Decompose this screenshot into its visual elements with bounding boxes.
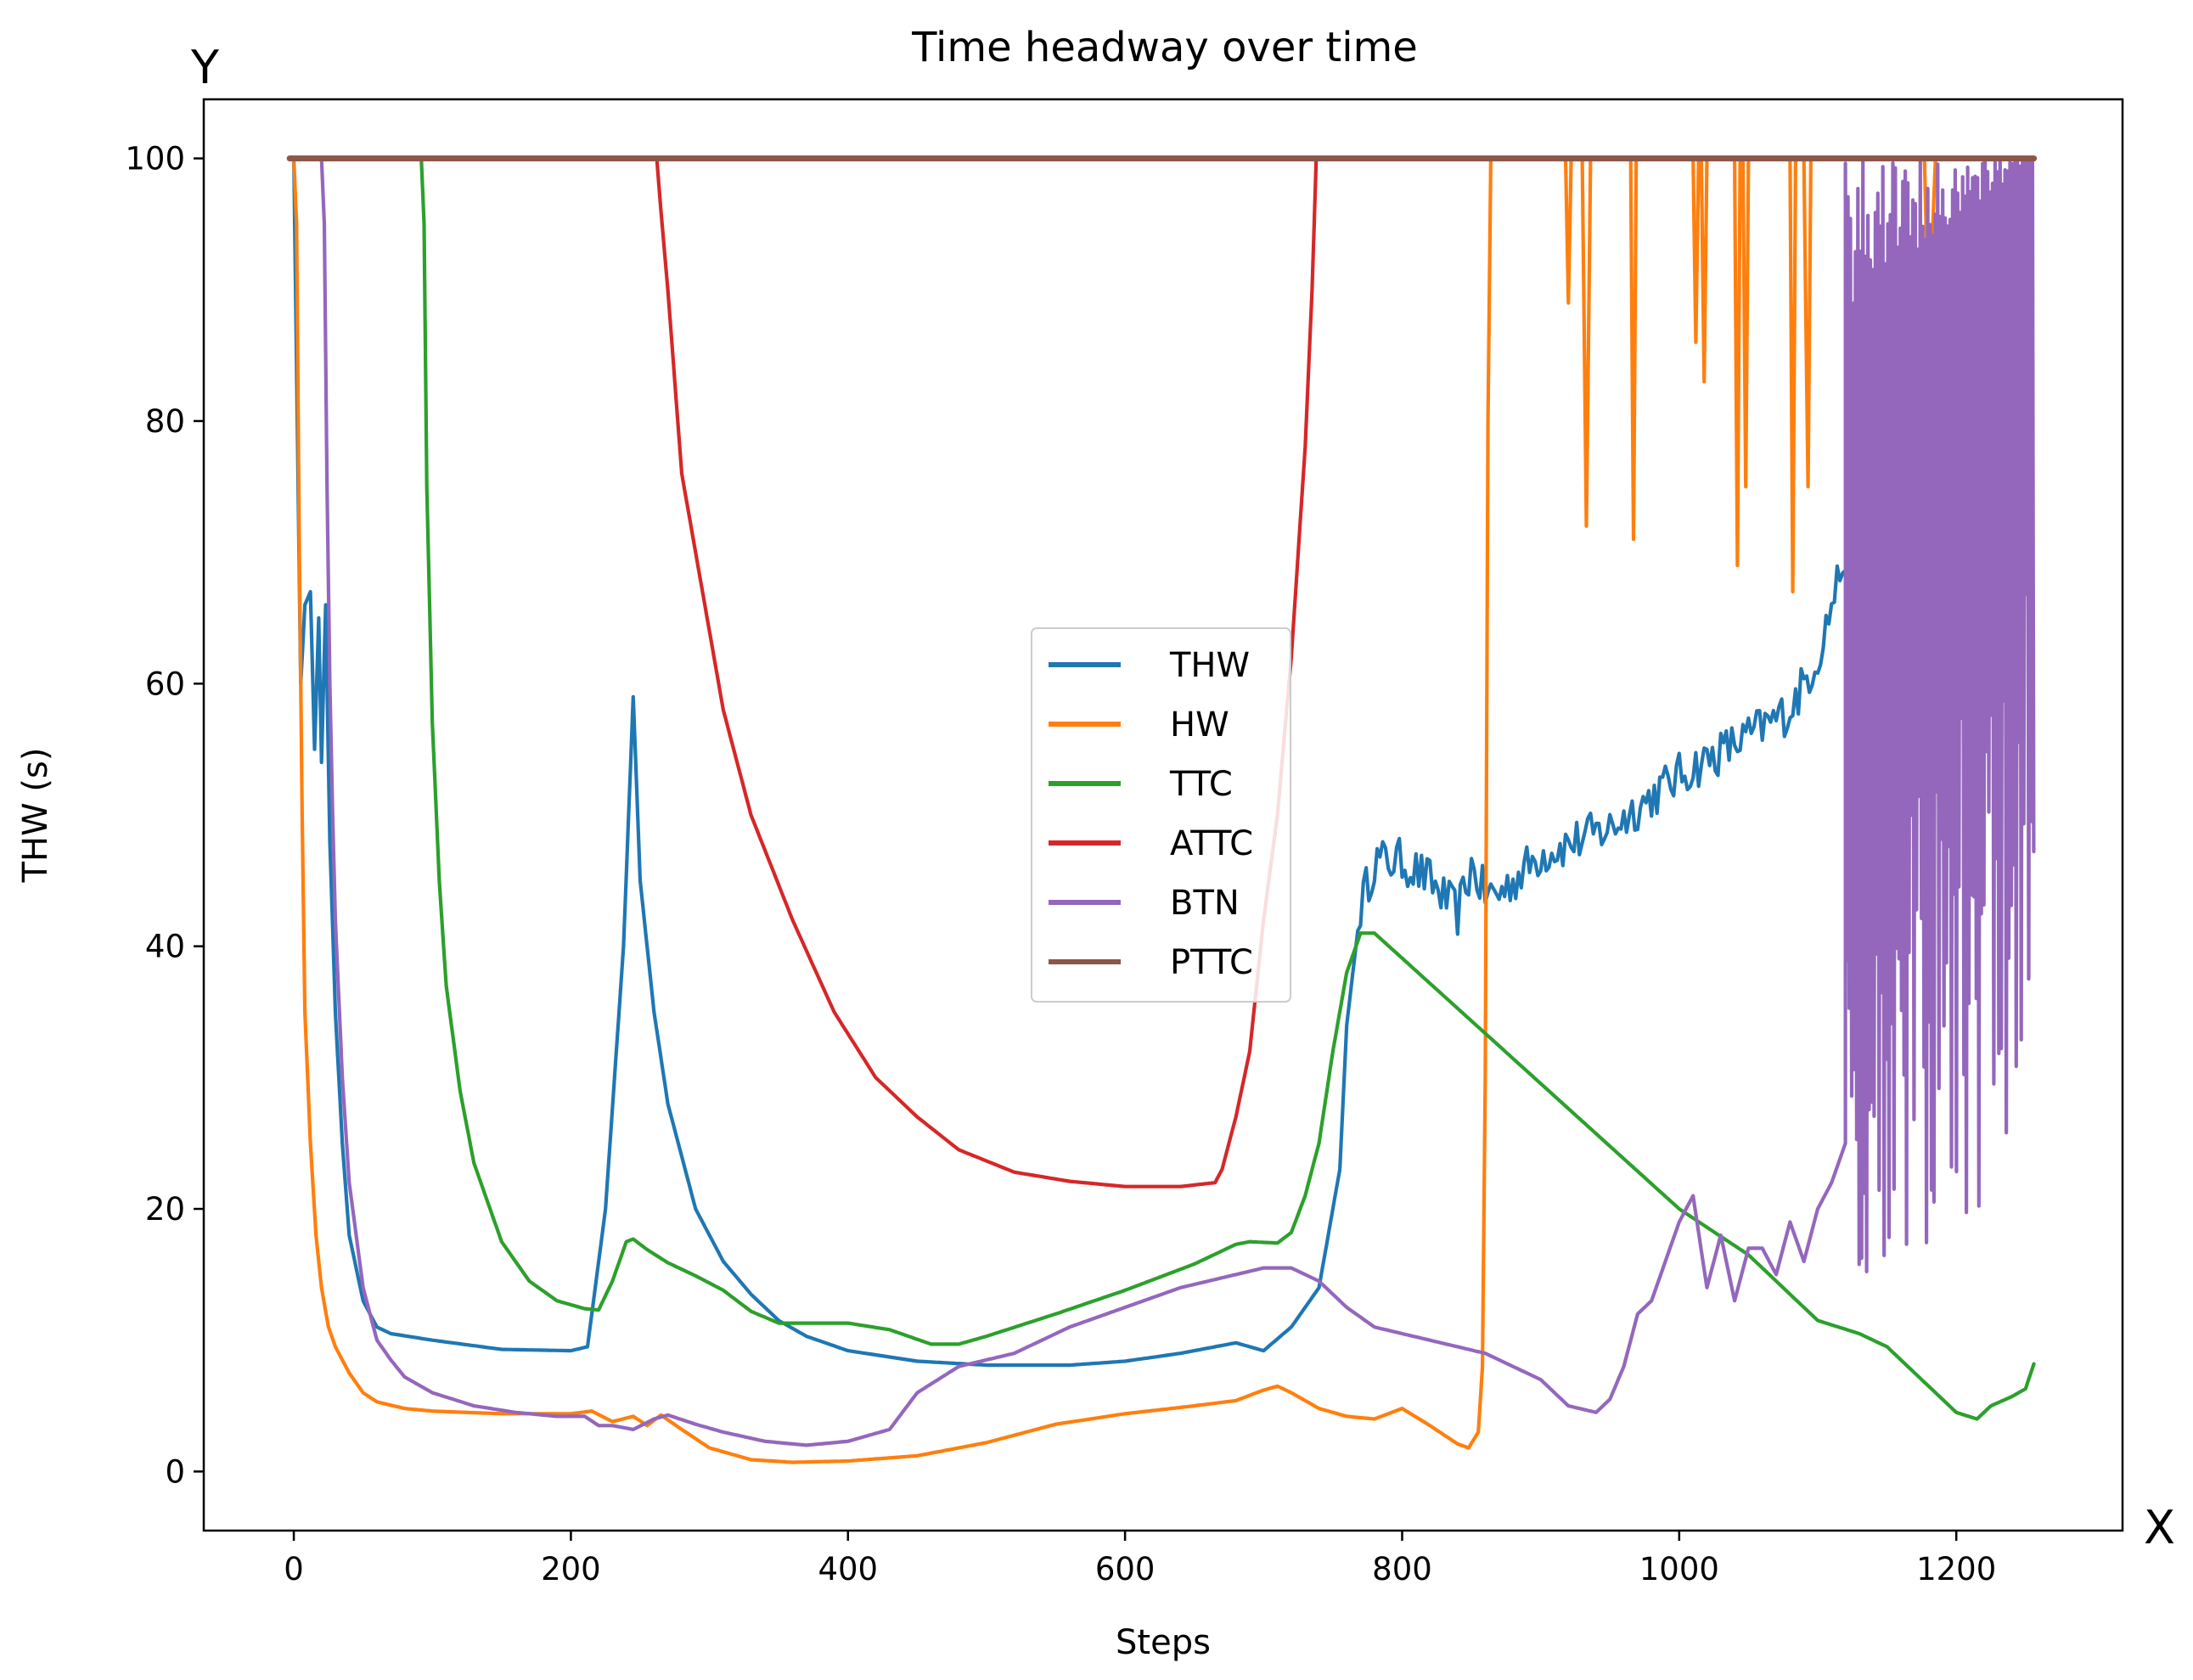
- series-thw: [292, 156, 1943, 1368]
- y-corner-label: Y: [190, 41, 220, 94]
- y-axis: 0 20 40 60 80 100: [125, 141, 204, 1490]
- series-btn: [319, 156, 2036, 1447]
- x-corner-label: X: [2144, 1501, 2175, 1554]
- x-tick-label: 1000: [1639, 1551, 1719, 1587]
- x-tick-label: 1200: [1916, 1551, 1996, 1587]
- y-tick-label: 100: [125, 141, 185, 177]
- series-line-thw: [292, 156, 1943, 1368]
- x-axis: 0 200 400 600 800 1000 1200: [284, 1531, 1996, 1587]
- y-axis-title: THW (s): [16, 748, 55, 884]
- x-tick-label: 800: [1372, 1551, 1432, 1587]
- series-line-attc: [655, 156, 1319, 1188]
- legend: THW HW TTC ATTC BTN PTTC: [1031, 627, 1291, 1003]
- x-tick-label: 600: [1095, 1551, 1156, 1587]
- y-tick-label: 20: [145, 1191, 185, 1228]
- series-line-hw: [292, 156, 2034, 1464]
- y-tick-label: 80: [145, 403, 185, 440]
- x-axis-title: Steps: [1116, 1623, 1211, 1662]
- series-line-btn: [319, 156, 2036, 1447]
- legend-label-btn: BTN: [1170, 884, 1240, 923]
- legend-label-pttc: PTTC: [1170, 943, 1253, 982]
- x-tick-label: 0: [284, 1551, 304, 1587]
- series-line-ttc: [419, 156, 2036, 1421]
- plot-frame: [202, 98, 2124, 1532]
- y-tick-label: 60: [145, 666, 185, 702]
- x-tick-label: 400: [818, 1551, 878, 1587]
- series-hw: [292, 156, 2034, 1464]
- y-tick-label: 0: [165, 1453, 185, 1490]
- series-ttc: [419, 156, 2036, 1421]
- chart-title: Time headway over time: [911, 24, 1418, 71]
- legend-label-ttc: TTC: [1169, 765, 1233, 804]
- x-tick-label: 200: [541, 1551, 601, 1587]
- legend-label-thw: THW: [1169, 646, 1250, 685]
- legend-label-attc: ATTC: [1170, 824, 1253, 863]
- series-attc: [655, 156, 1319, 1188]
- legend-label-hw: HW: [1170, 705, 1229, 744]
- y-tick-label: 40: [145, 929, 185, 965]
- series-layer: [286, 155, 2038, 1464]
